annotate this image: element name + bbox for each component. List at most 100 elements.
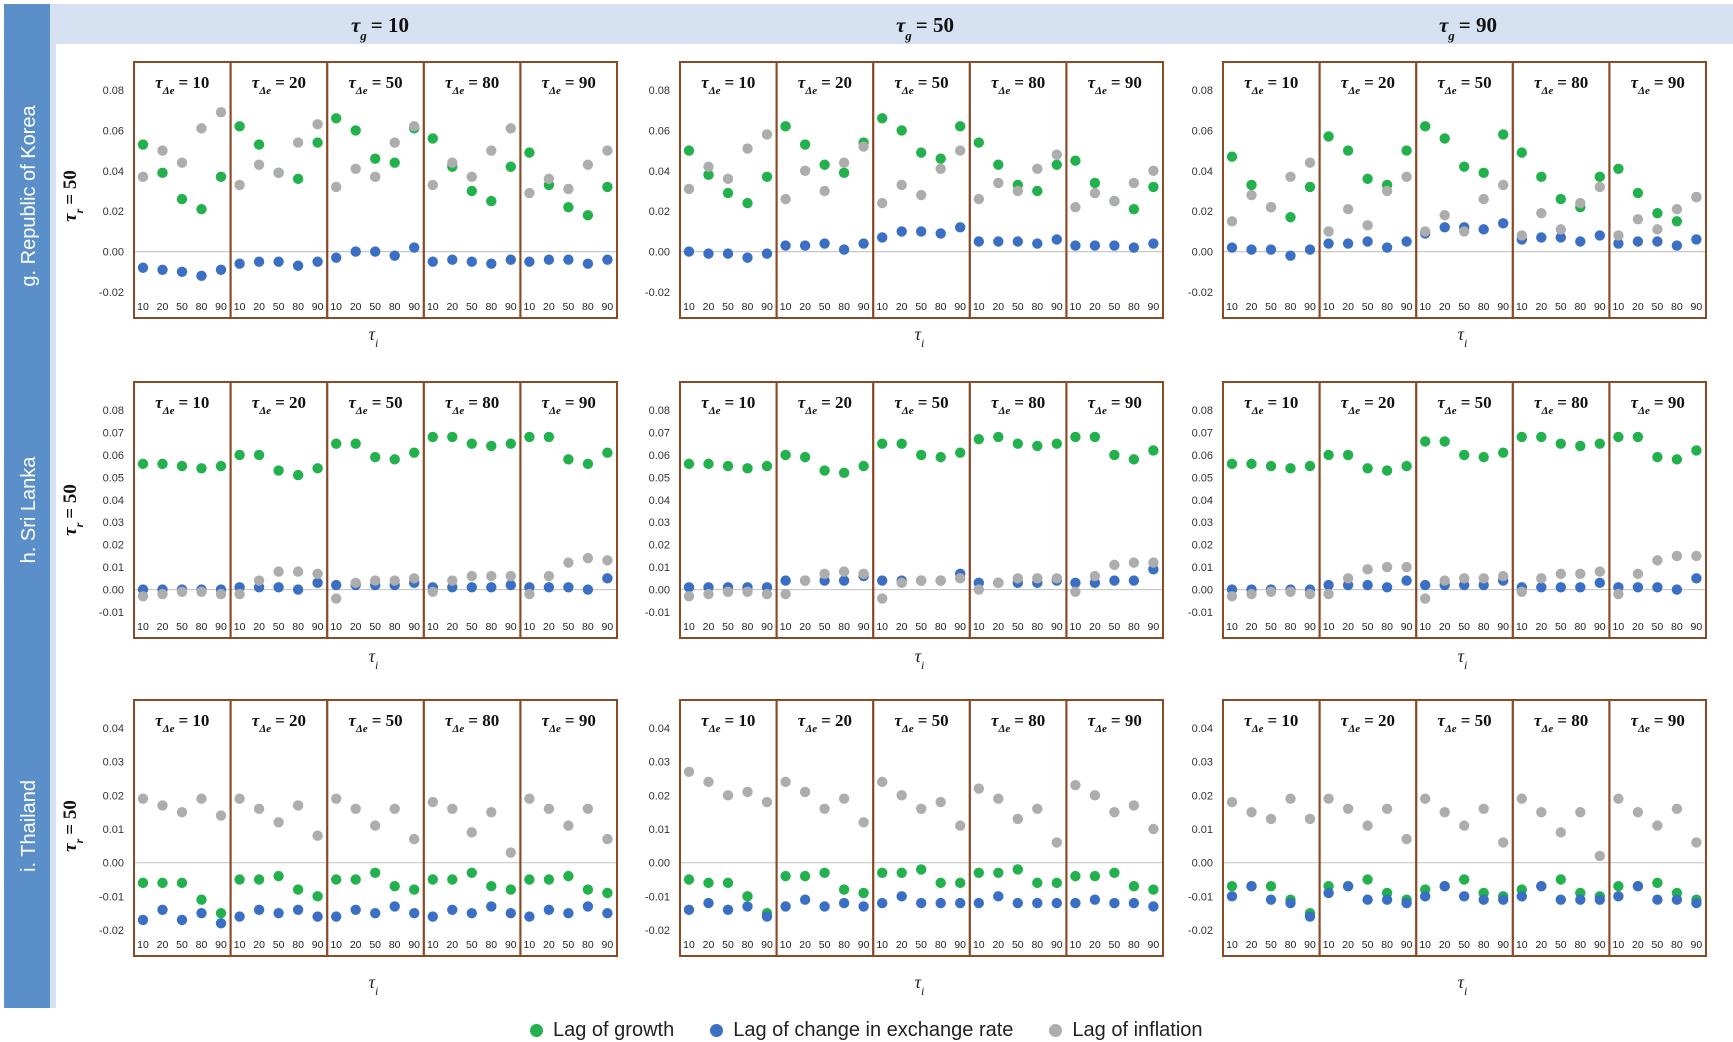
point-growth [582, 884, 594, 895]
point-inflation [1652, 555, 1663, 566]
point-growth [486, 881, 497, 892]
point-inflation [838, 157, 850, 168]
point-inflation [1555, 568, 1567, 580]
point-exchange [1613, 891, 1624, 902]
point-exchange [1032, 897, 1043, 909]
y-tick-label: 0.07 [1192, 427, 1213, 439]
point-exchange [838, 575, 850, 586]
x-tick-label: 10 [1613, 939, 1625, 951]
point-inflation [1439, 210, 1450, 221]
point-growth [176, 877, 188, 889]
point-inflation [486, 570, 497, 582]
point-inflation [858, 141, 869, 152]
y-tick-label: 0.00 [649, 247, 670, 259]
x-tick-label: 80 [1671, 301, 1683, 313]
point-exchange [742, 901, 753, 912]
y-tick-label: 0.01 [1192, 562, 1213, 574]
point-exchange [1671, 584, 1683, 595]
x-tick-label: 50 [1012, 621, 1024, 633]
x-tick-label: 50 [273, 939, 285, 951]
x-tick-label: 20 [253, 301, 265, 313]
point-exchange [780, 901, 791, 912]
point-exchange [1401, 897, 1412, 909]
point-growth [157, 167, 168, 179]
point-growth [1594, 438, 1606, 449]
point-exchange [447, 904, 458, 915]
point-exchange [253, 904, 265, 915]
y-tick-label: 0.02 [1192, 790, 1213, 802]
header-side-strip [50, 44, 56, 1008]
point-exchange [1323, 238, 1334, 249]
x-tick-label: 50 [369, 939, 381, 951]
point-inflation [1420, 793, 1431, 804]
x-tick-label: 20 [157, 301, 169, 313]
point-exchange [1342, 881, 1354, 892]
point-inflation [799, 165, 811, 176]
point-growth [563, 870, 574, 882]
point-inflation [993, 577, 1004, 589]
x-tick-label: 50 [1652, 621, 1664, 633]
x-tick-label: 90 [1304, 939, 1316, 951]
point-exchange [1148, 238, 1159, 249]
point-inflation [466, 570, 477, 582]
x-tick-label: 50 [1555, 301, 1567, 313]
point-exchange [1246, 244, 1257, 255]
panel-title: τΔe = 20 [252, 393, 306, 417]
point-exchange [543, 254, 555, 265]
point-inflation [1401, 833, 1412, 845]
panel-frame [775, 699, 875, 957]
point-exchange [543, 582, 555, 593]
point-exchange [1051, 234, 1063, 245]
point-growth [1478, 167, 1489, 179]
x-tick-label: 90 [602, 301, 614, 313]
x-tick-label: 50 [722, 301, 734, 313]
panel-title: τΔe = 90 [1631, 393, 1685, 417]
chart-grid: 0.08 0.06 0.04 0.02 0.00 -0.02 τΔe = 10 10 20 50 80… [99, 61, 1708, 998]
point-exchange [877, 575, 888, 586]
x-tick-label: 20 [1089, 939, 1101, 951]
point-growth [1265, 881, 1277, 892]
point-exchange [1575, 894, 1586, 905]
x-tick-label: 20 [157, 621, 169, 633]
x-tick-label: 10 [1323, 621, 1335, 633]
point-inflation [157, 588, 168, 600]
point-growth [742, 891, 753, 902]
point-inflation [1632, 568, 1644, 580]
point-exchange [1265, 894, 1277, 905]
x-tick-label: 10 [524, 621, 536, 633]
point-inflation [1691, 837, 1702, 848]
point-inflation [1148, 165, 1159, 176]
point-growth [1012, 864, 1023, 875]
y-tick-label: -0.02 [645, 925, 670, 937]
x-tick-label: 20 [1342, 301, 1354, 313]
y-tick-label: 0.04 [1192, 166, 1213, 178]
y-tick-label: 0.08 [103, 405, 124, 417]
point-inflation [993, 177, 1004, 189]
x-tick-label: 10 [683, 301, 695, 313]
point-exchange [819, 238, 830, 249]
point-exchange [1109, 897, 1120, 909]
y-tick-label: 0.07 [103, 427, 124, 439]
panel-title: τΔe = 10 [701, 393, 755, 417]
x-tick-label: 80 [1381, 939, 1393, 951]
point-growth [1594, 171, 1606, 183]
x-tick-label: 10 [1070, 621, 1082, 633]
point-exchange [292, 260, 304, 271]
point-inflation [1109, 559, 1120, 571]
point-exchange [1109, 575, 1120, 586]
point-growth [1070, 155, 1081, 166]
x-tick-label: 80 [196, 301, 208, 313]
panel-title: τΔe = 20 [252, 73, 306, 97]
x-tick-label: 90 [1594, 939, 1606, 951]
point-inflation [543, 803, 555, 814]
point-inflation [1575, 197, 1586, 209]
point-inflation [350, 163, 361, 174]
point-inflation [1498, 837, 1509, 848]
x-tick-label: 20 [446, 301, 458, 313]
point-exchange [703, 897, 714, 909]
x-tick-label: 10 [1419, 939, 1431, 951]
point-inflation [1051, 573, 1063, 584]
legend-marker-inflation [1049, 1023, 1063, 1037]
y-tick-label: 0.07 [649, 427, 670, 439]
point-exchange [1594, 577, 1606, 589]
